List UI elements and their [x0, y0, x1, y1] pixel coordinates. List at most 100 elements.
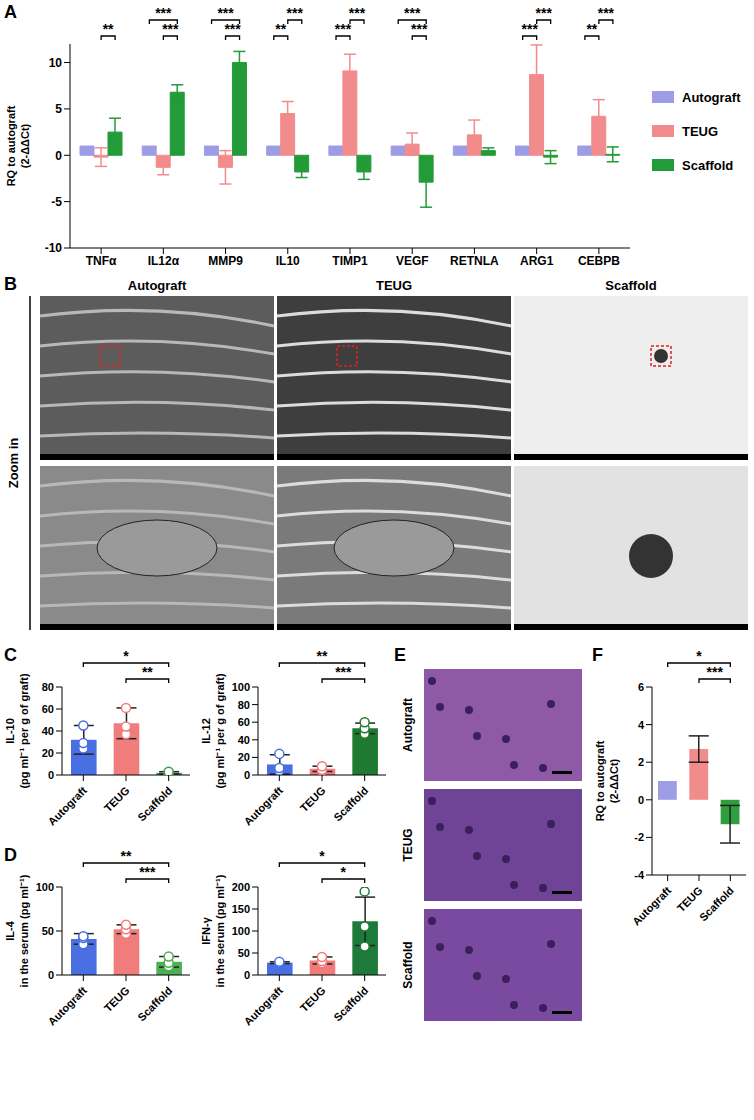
svg-text:Autograft: Autograft [401, 698, 415, 752]
svg-text:100: 100 [36, 881, 54, 893]
svg-text:***: *** [224, 21, 241, 37]
svg-text:*: * [319, 848, 325, 864]
svg-text:Scaffold: Scaffold [331, 984, 370, 1023]
svg-text:in the serum (pg ml⁻¹): in the serum (pg ml⁻¹) [214, 874, 226, 987]
svg-text:Scaffold: Scaffold [135, 784, 174, 823]
svg-text:***: *** [598, 5, 615, 21]
svg-text:Autograft: Autograft [46, 984, 90, 1028]
svg-text:***: *** [411, 21, 428, 37]
svg-text:ARG1: ARG1 [520, 254, 554, 268]
svg-text:TEUG: TEUG [675, 884, 705, 914]
svg-text:IFN-γ: IFN-γ [200, 916, 212, 944]
svg-text:40: 40 [42, 725, 54, 737]
svg-text:-2: -2 [634, 831, 644, 843]
svg-text:Scaffold: Scaffold [135, 984, 174, 1023]
svg-text:Zoom in: Zoom in [6, 438, 21, 489]
svg-text:***: *** [162, 21, 179, 37]
svg-text:RETNLA: RETNLA [450, 254, 499, 268]
svg-text:20: 20 [238, 751, 250, 763]
svg-text:40: 40 [238, 734, 250, 746]
svg-text:***: *** [335, 21, 352, 37]
svg-text:**: ** [586, 21, 597, 37]
svg-text:80: 80 [238, 699, 250, 711]
svg-text:-5: -5 [51, 195, 62, 209]
svg-text:Scaffold: Scaffold [331, 784, 370, 823]
svg-text:2: 2 [638, 756, 644, 768]
html-text:TEUG: TEUG [682, 123, 719, 139]
svg-text:**: ** [121, 848, 132, 864]
svg-text:IL10: IL10 [276, 254, 300, 268]
svg-text:***: *** [349, 5, 366, 21]
svg-text:IL12α: IL12α [148, 254, 180, 268]
svg-text:-4: -4 [634, 869, 645, 881]
svg-text:VEGF: VEGF [396, 254, 429, 268]
svg-text:100: 100 [232, 925, 250, 937]
svg-text:TEUG: TEUG [401, 828, 415, 861]
svg-text:50: 50 [238, 947, 250, 959]
svg-text:***: *** [404, 5, 421, 21]
svg-text:60: 60 [238, 716, 250, 728]
svg-text:IL-4: IL-4 [4, 920, 16, 940]
svg-text:Autograft: Autograft [242, 784, 286, 828]
svg-text:RQ to autograft: RQ to autograft [594, 740, 606, 821]
svg-text:0: 0 [638, 794, 644, 806]
svg-text:TEUG: TEUG [298, 784, 328, 814]
svg-text:Autograft: Autograft [128, 278, 187, 293]
svg-text:**: ** [275, 21, 286, 37]
svg-text:IL-12: IL-12 [200, 718, 212, 744]
html-text:Autograft: Autograft [682, 89, 741, 105]
svg-text:10: 10 [49, 56, 63, 70]
svg-text:(2-ΔΔCt): (2-ΔΔCt) [19, 123, 31, 168]
svg-text:***: *** [217, 5, 234, 21]
svg-text:(pg ml⁻¹ per g of graft): (pg ml⁻¹ per g of graft) [18, 673, 30, 789]
svg-text:100: 100 [232, 681, 250, 693]
svg-text:0: 0 [244, 969, 250, 981]
svg-text:TEUG: TEUG [102, 784, 132, 814]
svg-text:60: 60 [42, 703, 54, 715]
svg-text:*: * [696, 648, 702, 664]
svg-text:TEUG: TEUG [298, 984, 328, 1014]
svg-text:***: *** [335, 664, 352, 680]
svg-text:Autograft: Autograft [242, 984, 286, 1028]
svg-text:**: ** [317, 648, 328, 664]
svg-text:***: *** [521, 21, 538, 37]
svg-text:TEUG: TEUG [376, 278, 412, 293]
svg-text:0: 0 [55, 149, 62, 163]
svg-text:5: 5 [55, 102, 62, 116]
svg-text:(2-ΔΔCt): (2-ΔΔCt) [608, 758, 620, 803]
svg-text:in the serum (pg ml⁻¹): in the serum (pg ml⁻¹) [18, 874, 30, 987]
svg-text:50: 50 [42, 925, 54, 937]
svg-text:Scaffold: Scaffold [401, 941, 415, 988]
svg-text:(pg ml⁻¹ per g of graft): (pg ml⁻¹ per g of graft) [214, 673, 226, 789]
svg-text:6: 6 [638, 681, 644, 693]
svg-text:4: 4 [638, 719, 645, 731]
svg-text:0: 0 [48, 769, 54, 781]
svg-text:RQ to autograft: RQ to autograft [5, 105, 17, 186]
svg-text:***: *** [155, 5, 172, 21]
svg-text:TNFα: TNFα [86, 254, 117, 268]
svg-text:***: *** [139, 864, 156, 880]
svg-text:TIMP1: TIMP1 [332, 254, 368, 268]
svg-text:***: *** [706, 664, 723, 680]
svg-text:CEBPB: CEBPB [578, 254, 620, 268]
svg-text:***: *** [287, 5, 304, 21]
svg-text:Autograft: Autograft [46, 784, 90, 828]
svg-text:-10: -10 [45, 241, 63, 255]
svg-text:Scaffold: Scaffold [605, 278, 656, 293]
svg-text:150: 150 [232, 903, 250, 915]
svg-text:IL-10: IL-10 [4, 718, 16, 744]
svg-text:Scaffold: Scaffold [697, 884, 736, 923]
svg-text:***: *** [535, 5, 552, 21]
svg-text:**: ** [142, 664, 153, 680]
svg-text:20: 20 [42, 747, 54, 759]
svg-text:80: 80 [42, 681, 54, 693]
svg-text:*: * [123, 648, 129, 664]
svg-text:200: 200 [232, 881, 250, 893]
svg-text:**: ** [103, 21, 114, 37]
svg-text:MMP9: MMP9 [208, 254, 243, 268]
svg-text:0: 0 [244, 769, 250, 781]
svg-text:0: 0 [48, 969, 54, 981]
svg-text:TEUG: TEUG [102, 984, 132, 1014]
svg-text:Autograft: Autograft [630, 884, 674, 928]
svg-text:*: * [341, 864, 347, 880]
